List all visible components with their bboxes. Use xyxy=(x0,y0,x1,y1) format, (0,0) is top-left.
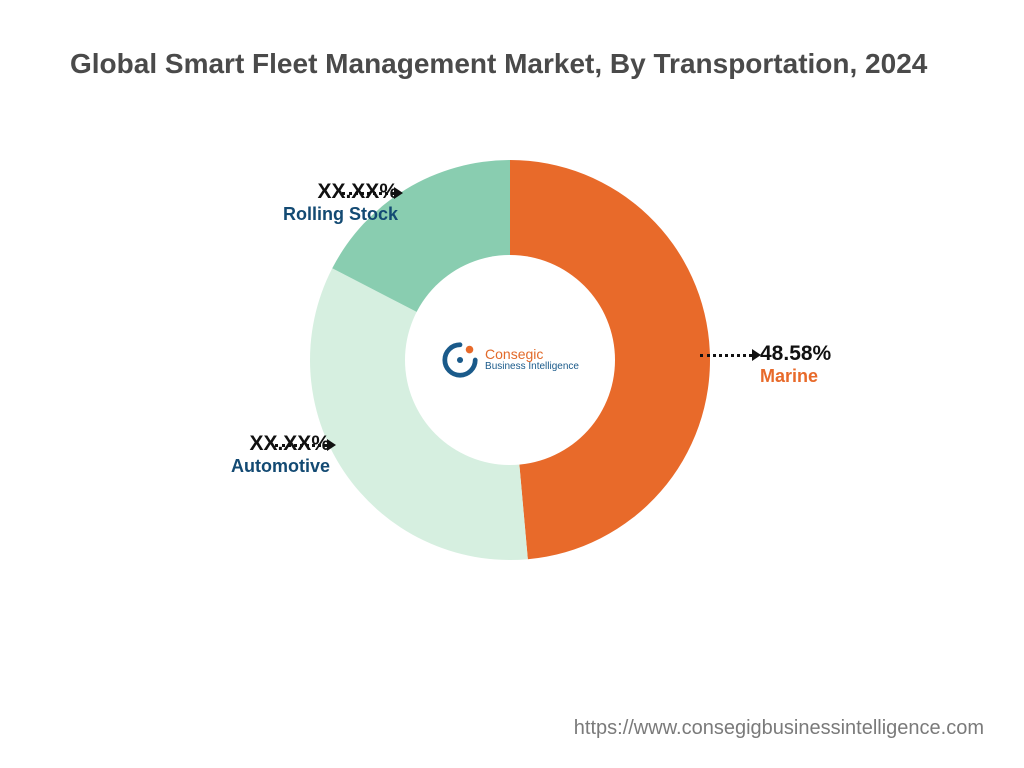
callout-marine-name: Marine xyxy=(760,366,831,387)
leader-line-marine xyxy=(700,354,752,357)
logo-mark-icon xyxy=(441,341,479,379)
callout-automotive: XX.XX% Automotive xyxy=(180,432,330,477)
logo-text: Consegic Business Intelligence xyxy=(485,347,579,372)
callout-marine-pct: 48.58% xyxy=(760,342,831,366)
callout-rolling: XX.XX% Rolling Stock xyxy=(248,180,398,225)
callout-rolling-pct: XX.XX% xyxy=(248,180,398,204)
chart-title: Global Smart Fleet Management Market, By… xyxy=(70,48,927,80)
callout-rolling-name: Rolling Stock xyxy=(248,204,398,225)
footer-url: https://www.consegigbusinessintelligence… xyxy=(574,717,984,740)
callout-marine: 48.58% Marine xyxy=(760,342,831,387)
logo-line2: Business Intelligence xyxy=(485,362,579,373)
center-logo: Consegic Business Intelligence xyxy=(441,341,579,379)
callout-automotive-pct: XX.XX% xyxy=(180,432,330,456)
callout-automotive-name: Automotive xyxy=(180,456,330,477)
logo-line1: Consegic xyxy=(485,347,579,362)
